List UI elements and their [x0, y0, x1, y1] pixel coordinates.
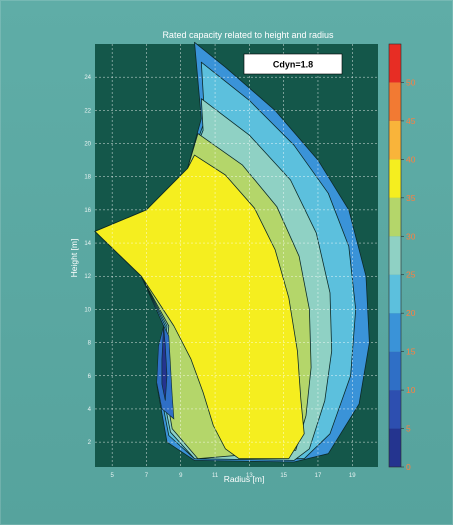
y-axis-label: Height [m]	[69, 239, 79, 278]
x-tick-label: 13	[246, 473, 253, 479]
cdyn-annotation-text: Cdyn=1.8	[273, 60, 313, 70]
colorbar-frame	[388, 43, 402, 468]
x-tick-label: 7	[145, 473, 149, 479]
colorbar-band-5-10	[389, 390, 401, 429]
y-tick-label: 8	[88, 341, 92, 347]
colorbar-band-30-35	[389, 197, 401, 237]
colorbar-band-25-30	[389, 236, 401, 275]
colorbar-band-20-25	[389, 274, 401, 314]
x-tick-label: 5	[110, 473, 114, 479]
colorbar-tick-label: 25	[406, 270, 416, 280]
colorbar-tick-label: 30	[406, 231, 416, 241]
cdyn-annotation-box: Cdyn=1.8	[243, 53, 343, 75]
colorbar-tick-label: 40	[406, 154, 416, 164]
y-tick-label: 14	[84, 241, 91, 247]
colorbar-tick-label: 10	[406, 385, 416, 395]
colorbar-tick-label: 45	[406, 116, 416, 126]
y-tick-label: 22	[84, 108, 91, 114]
colorbar-band-40-45	[389, 120, 401, 160]
x-tick-label: 9	[179, 473, 183, 479]
colorbar-band-10-15	[389, 351, 401, 391]
colorbar-tick-label: 0	[406, 462, 411, 472]
x-tick-label: 17	[315, 473, 322, 479]
y-tick-label: 12	[84, 274, 91, 280]
x-tick-label: 19	[349, 473, 356, 479]
colorbar-band-35-40	[389, 159, 401, 198]
y-tick-label: 16	[84, 208, 91, 214]
colorbar-band-45-50	[389, 82, 401, 121]
colorbar-tick-label: 5	[406, 424, 411, 434]
y-tick-label: 6	[88, 374, 92, 380]
x-tick-label: 11	[212, 473, 219, 479]
contour-band-40+	[94, 154, 305, 460]
y-tick-label: 4	[88, 407, 92, 413]
contour-band-5-10	[161, 325, 168, 401]
colorbar: 0 5 10 15 20 25 30 35 40 45 50	[388, 43, 416, 472]
colorbar-band-15-20	[389, 313, 401, 352]
colorbar-tick-label: 50	[406, 77, 416, 87]
colorbar-band-0-5	[389, 428, 401, 467]
x-axis-label: Radius [m]	[224, 474, 265, 484]
y-tick-label: 18	[84, 175, 91, 181]
chart-title: Rated capacity related to height and rad…	[162, 30, 334, 40]
colorbar-tick-label: 35	[406, 193, 416, 203]
y-tick-label: 24	[84, 75, 91, 81]
y-tick-label: 10	[84, 307, 91, 313]
y-tick-label: 2	[88, 440, 92, 446]
y-tick-label: 20	[84, 142, 91, 148]
colorbar-band-50-55	[389, 44, 401, 83]
colorbar-tick-label: 20	[406, 308, 416, 318]
colorbar-tick-label: 15	[406, 347, 416, 357]
x-tick-label: 15	[280, 473, 287, 479]
